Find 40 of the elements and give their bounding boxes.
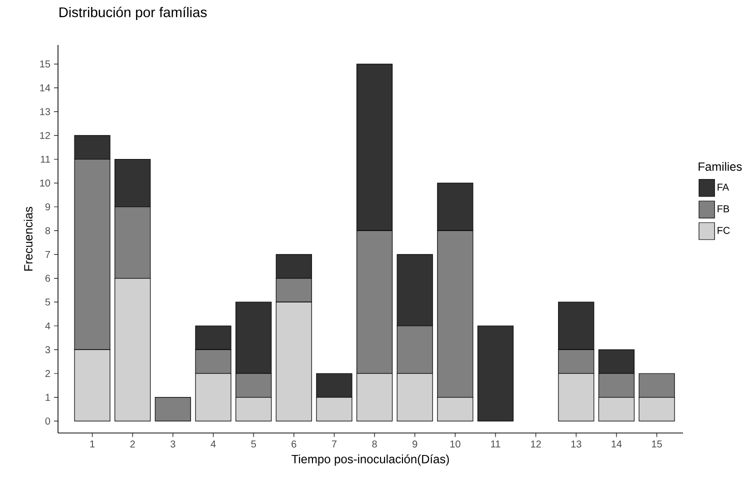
y-tick-label: 5 — [45, 298, 50, 306]
chart-title: Distribución por famílias — [60, 6, 207, 20]
y-tick-label: 10 — [40, 180, 50, 187]
x-tick-label: 11 — [491, 440, 500, 448]
x-tick-label: 14 — [612, 440, 622, 448]
y-tick-label: 0 — [45, 418, 50, 425]
x-tick-label: 9 — [412, 440, 418, 448]
y-tick-label: 6 — [45, 274, 50, 282]
x-axis-title: Tiempo pos-inoculación(Días) — [292, 454, 449, 466]
x-tick-label: 7 — [332, 440, 336, 448]
y-tick-label: 14 — [40, 84, 50, 92]
y-tick-label: 15 — [40, 60, 50, 68]
x-tick-label: 3 — [170, 440, 176, 448]
x-tick-label: 8 — [372, 440, 377, 448]
y-tick-label: 13 — [40, 108, 50, 116]
y-tick-label: 3 — [45, 346, 50, 354]
x-tick-label: 1 — [90, 440, 95, 448]
x-tick-label: 10 — [450, 440, 460, 448]
y-tick-label: 9 — [45, 203, 50, 210]
bar — [477, 326, 514, 422]
x-tick-label: 13 — [571, 440, 582, 448]
x-tick-label: 2 — [130, 440, 135, 448]
legend-label: FA — [718, 184, 730, 191]
y-tick-label: 4 — [45, 322, 50, 330]
y-tick-label: 1 — [46, 394, 50, 401]
x-tick-label: 5 — [251, 440, 256, 448]
legend-title: Families — [698, 162, 742, 171]
x-tick-label: 6 — [292, 440, 296, 448]
y-tick-label: 11 — [40, 156, 50, 163]
y-tick-label: 2 — [45, 370, 50, 377]
x-tick-label: 15 — [652, 440, 662, 448]
y-tick-label: 12 — [40, 132, 50, 139]
bar — [154, 396, 191, 422]
y-tick-label: 7 — [45, 251, 50, 258]
y-axis-title: Frecuencias — [24, 206, 33, 271]
x-tick-label: 12 — [531, 440, 541, 448]
x-tick-label: 4 — [210, 440, 216, 448]
y-tick-label: 8 — [45, 227, 50, 234]
legend-label: FC — [718, 226, 730, 234]
legend-label: FB — [718, 205, 730, 212]
